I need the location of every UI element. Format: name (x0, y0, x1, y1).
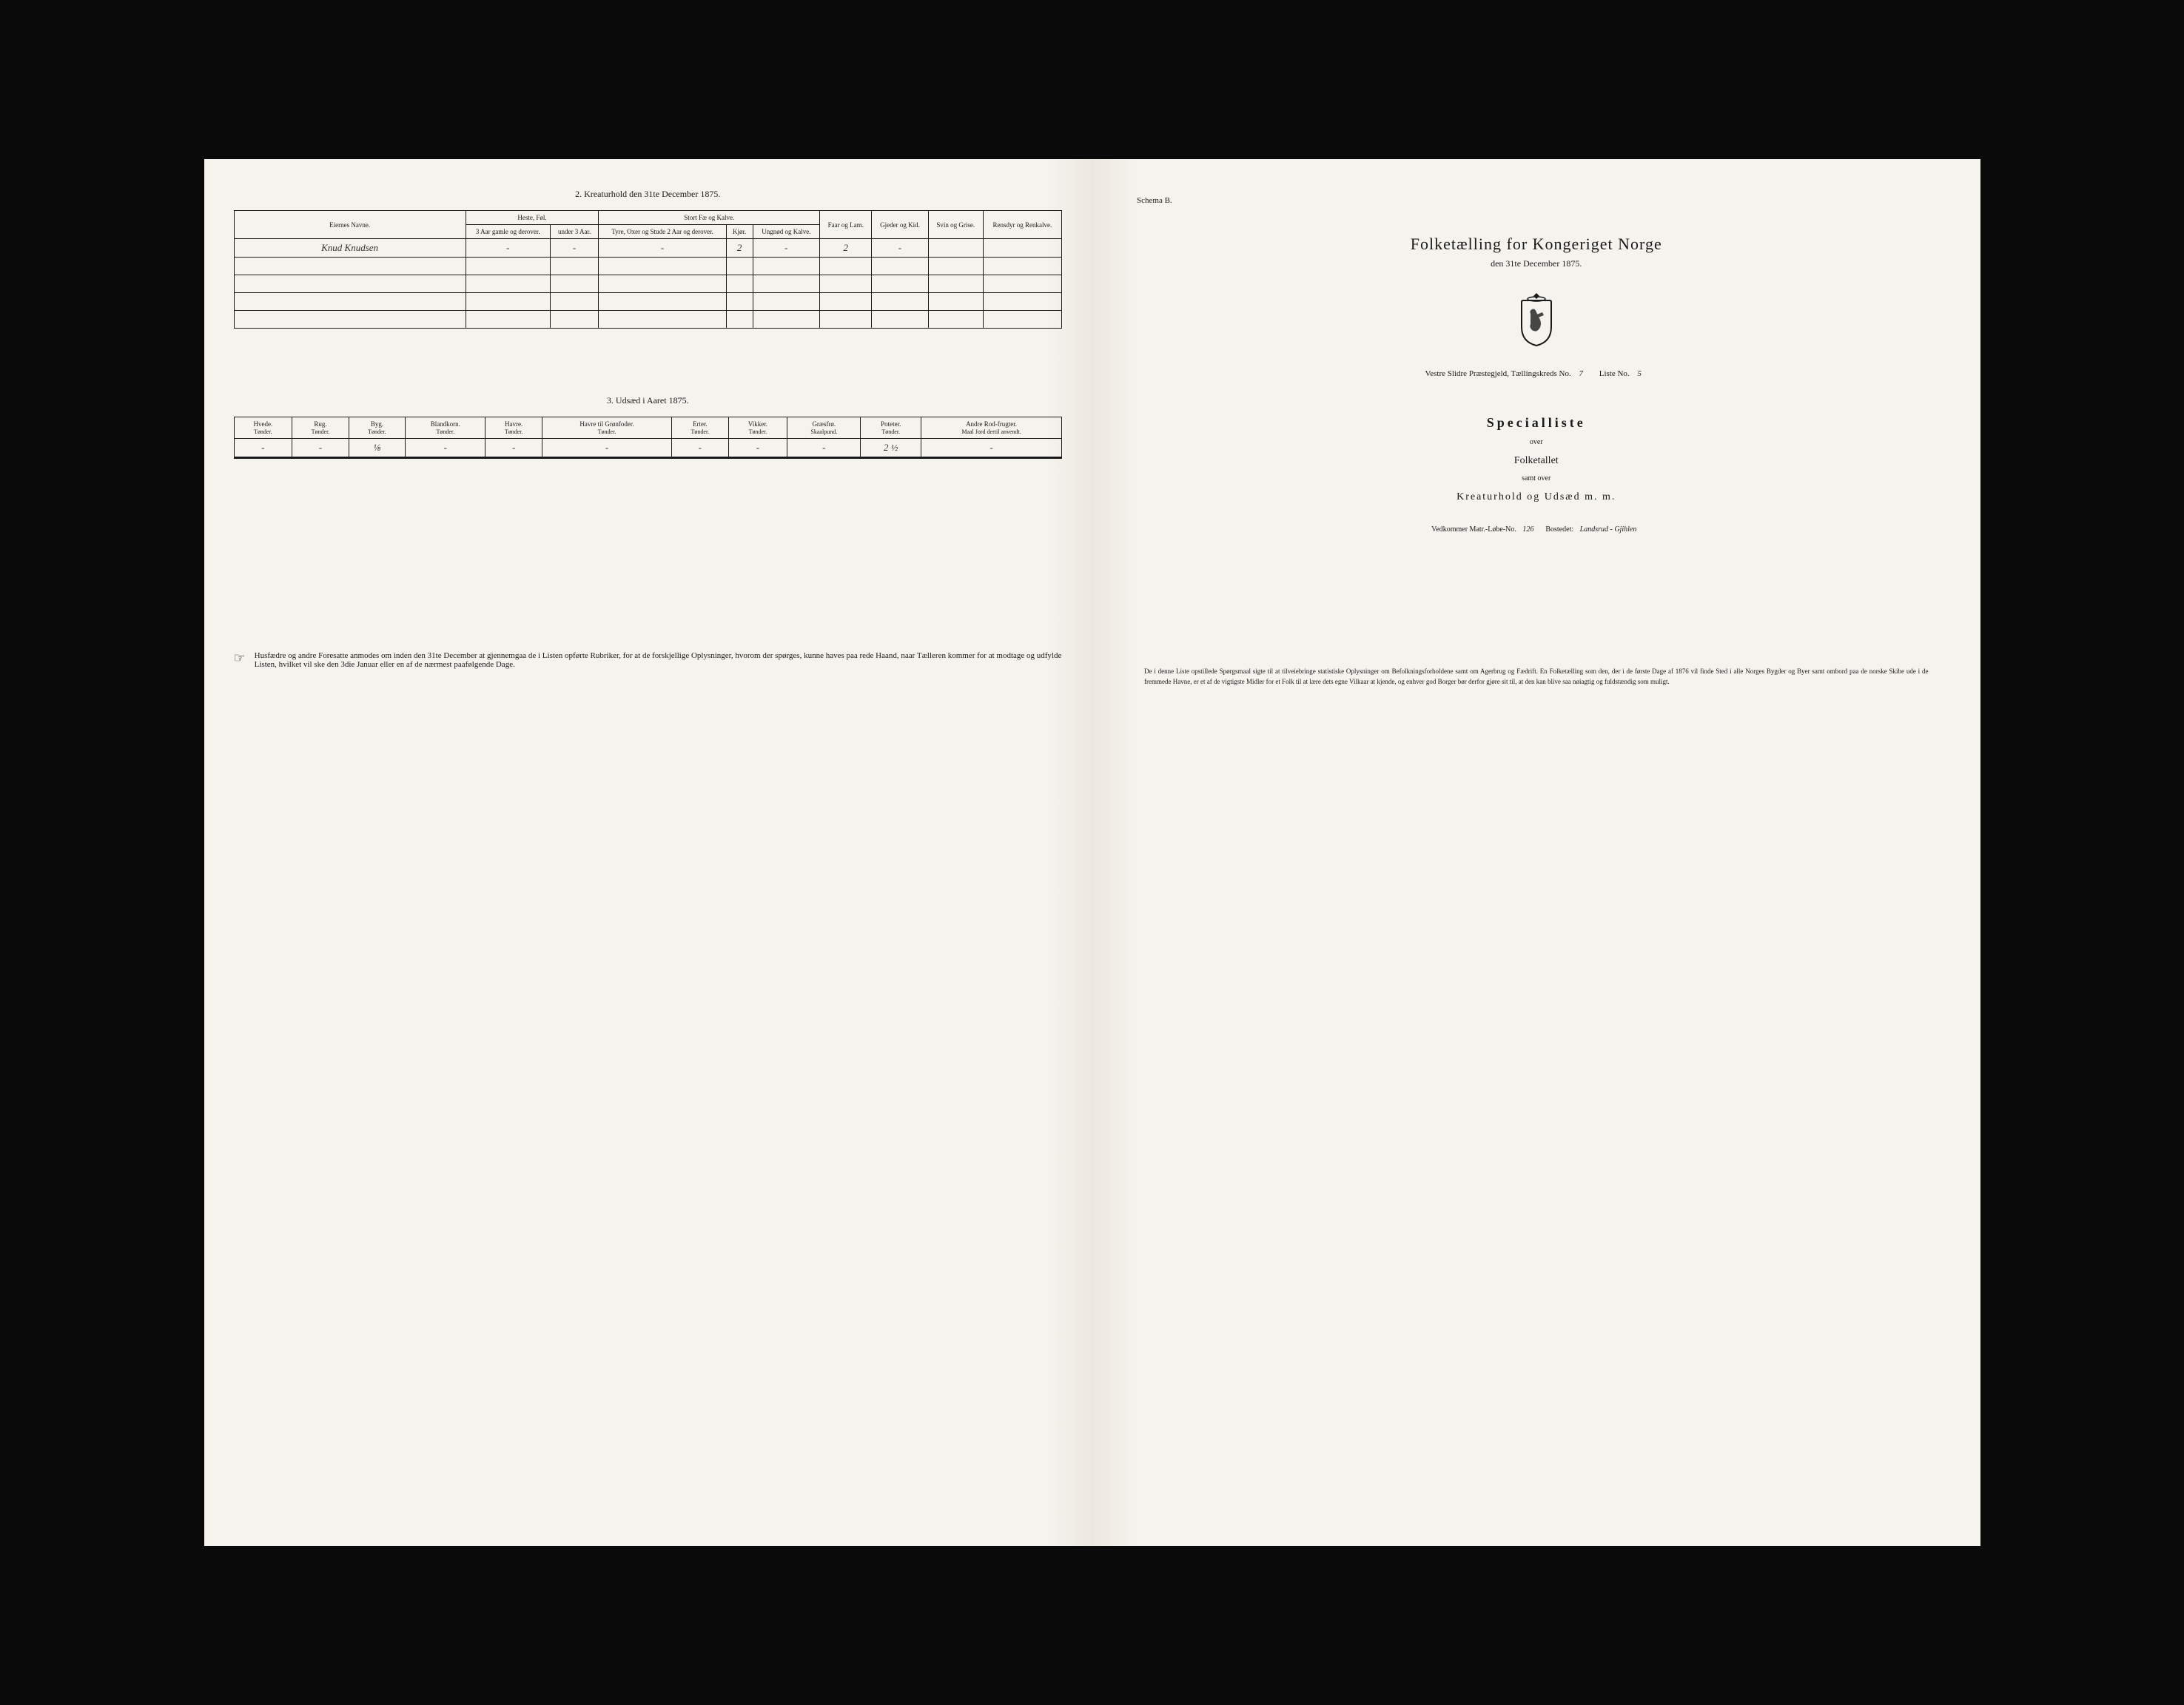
cell (983, 239, 1061, 258)
cell: - (292, 439, 349, 457)
meta-line: Vestre Slidre Præstegjeld, Tællingskreds… (1122, 369, 1951, 378)
col-svin: Svin og Grise. (928, 211, 983, 239)
col-gjed: Gjeder og Kid. (872, 211, 928, 239)
col-havre-gron: Havre til Grønfoder.Tønder. (542, 417, 671, 439)
table-row (234, 275, 1062, 293)
section3-title: 3. Udsæd i Aaret 1875. (234, 395, 1063, 406)
udsaed-table: Hvede.Tønder. Rug.Tønder. Byg.Tønder. Bl… (234, 417, 1063, 457)
col-rug: Rug.Tønder. (292, 417, 349, 439)
main-title: Folketælling for Kongeriget Norge (1122, 235, 1951, 254)
cell: - (406, 439, 485, 457)
subtitle: den 31te December 1875. (1122, 258, 1951, 269)
spec-title: Specialliste (1122, 415, 1951, 431)
cell: - (787, 439, 861, 457)
right-page: Schema B. Folketælling for Kongeriget No… (1092, 159, 1980, 1546)
col-poteter: Poteter.Tønder. (861, 417, 921, 439)
grp-storfe: Stort Fæ og Kalve. (599, 211, 820, 225)
cell: 2 (820, 239, 872, 258)
kreds-no: 7 (1579, 369, 1583, 378)
cell: - (921, 439, 1062, 457)
footer-note-right: De i denne Liste opstillede Spørgsmaal s… (1122, 667, 1951, 687)
col-storfe-a: Tyre, Oxer og Stude 2 Aar og derover. (599, 225, 726, 239)
cell (928, 239, 983, 258)
document-scan: 2. Kreaturhold den 31te December 1875. E… (204, 159, 1980, 1546)
spec-over: over (1122, 438, 1951, 446)
bosted: Landsrud - Gjihlen (1580, 525, 1637, 534)
col-havre: Havre.Tønder. (485, 417, 542, 439)
cell: ⅛ (349, 439, 406, 457)
col-rens: Rensdyr og Renkalve. (983, 211, 1061, 239)
cell: - (466, 239, 550, 258)
left-page: 2. Kreaturhold den 31te December 1875. E… (204, 159, 1093, 1546)
rule (234, 457, 1063, 459)
schema-label: Schema B. (1137, 196, 1951, 205)
cell: - (728, 439, 787, 457)
matr-no: 126 (1522, 525, 1533, 534)
spec-kreatur: Kreaturhold og Udsæd m. m. (1122, 491, 1951, 503)
table-row (234, 258, 1062, 275)
cell-navn: Knud Knudsen (234, 239, 466, 258)
col-heste-a: 3 Aar gamle og derover. (466, 225, 550, 239)
col-eier: Eiernes Navne. (234, 211, 466, 239)
cell: - (550, 239, 599, 258)
col-rodfrugter: Andre Rod-frugter.Maal Jord dertil anven… (921, 417, 1062, 439)
col-erter: Erter.Tønder. (672, 417, 729, 439)
col-storfe-b: Kjør. (726, 225, 753, 239)
cell: - (672, 439, 729, 457)
footer-note-left: ☞ Husfædre og andre Foresatte anmodes om… (234, 651, 1063, 669)
col-graesfro: Græsfrø.Skaalpund. (787, 417, 861, 439)
col-byg: Byg.Tønder. (349, 417, 406, 439)
cell: - (234, 439, 292, 457)
cell: - (542, 439, 671, 457)
table-row: - - ⅛ - - - - - - 2 ½ - (234, 439, 1062, 457)
matr-label-b: Bostedet: (1545, 525, 1573, 534)
table-row (234, 293, 1062, 311)
table-row (234, 311, 1062, 329)
cell: - (872, 239, 928, 258)
footer-text: Husfædre og andre Foresatte anmodes om i… (255, 651, 1062, 669)
liste-no: 5 (1637, 369, 1642, 378)
cell: 2 (726, 239, 753, 258)
spec-samt: samt over (1122, 474, 1951, 482)
kreaturhold-table: Eiernes Navne. Heste, Føl. Stort Fæ og K… (234, 210, 1063, 329)
liste-label: Liste No. (1599, 369, 1630, 378)
prest-name: Vestre Slidre (1425, 369, 1468, 378)
cell: - (599, 239, 726, 258)
spec-folketallet: Folketallet (1122, 455, 1951, 467)
prest-label: Præstegjeld, Tællingskreds No. (1469, 369, 1571, 378)
table-header-row: Hvede.Tønder. Rug.Tønder. Byg.Tønder. Bl… (234, 417, 1062, 439)
col-blandkorn: Blandkorn.Tønder. (406, 417, 485, 439)
matr-line: Vedkommer Matr.-Løbe-No. 126 Bostedet: L… (1122, 525, 1951, 534)
cell: - (753, 239, 820, 258)
cell: - (485, 439, 542, 457)
section2-title: 2. Kreaturhold den 31te December 1875. (234, 189, 1063, 200)
table-row: Knud Knudsen - - - 2 - 2 - (234, 239, 1062, 258)
coat-of-arms-icon (1122, 292, 1951, 347)
col-vikker: Vikker.Tønder. (728, 417, 787, 439)
matr-label-a: Vedkommer Matr.-Løbe-No. (1431, 525, 1516, 534)
col-hvede: Hvede.Tønder. (234, 417, 292, 439)
pointing-hand-icon: ☞ (234, 651, 246, 669)
col-heste-b: under 3 Aar. (550, 225, 599, 239)
grp-heste: Heste, Føl. (466, 211, 599, 225)
col-faar: Faar og Lam. (820, 211, 872, 239)
col-storfe-c: Ungnød og Kalve. (753, 225, 820, 239)
cell: 2 ½ (861, 439, 921, 457)
